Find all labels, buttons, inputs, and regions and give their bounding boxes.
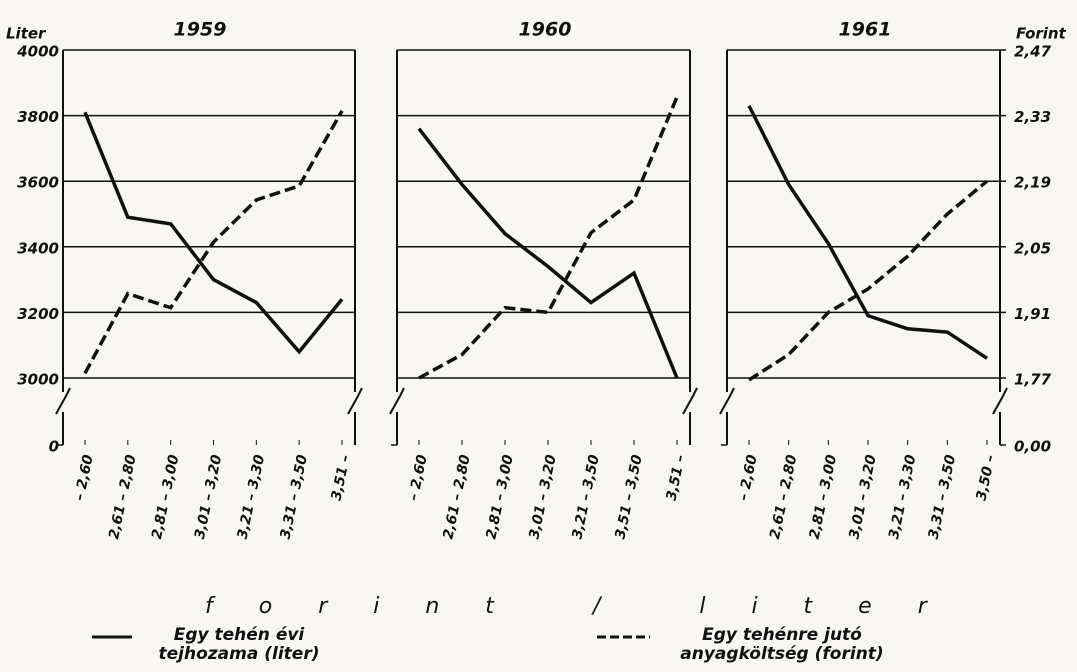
y-tick-label: 3800 bbox=[17, 108, 59, 126]
y2-tick-label: 2,47 bbox=[1014, 43, 1052, 61]
y-tick-label: 4000 bbox=[16, 43, 59, 61]
x-tick-label: 3,31 – 3,50 bbox=[926, 453, 960, 541]
x-tick-label: 3,21 – 3,30 bbox=[235, 453, 269, 541]
series-line bbox=[83, 110, 344, 375]
y2-tick-label: 2,19 bbox=[1014, 174, 1051, 192]
x-tick-label: 2,81 – 3,00 bbox=[807, 453, 841, 541]
legend-entry: Egy tehén évi tejhozama (liter) bbox=[158, 625, 320, 664]
y-tick-label: 3600 bbox=[17, 174, 59, 192]
x-tick-label: 3,21 – 3,30 bbox=[886, 453, 920, 541]
panel-title: 1959 bbox=[174, 19, 227, 41]
x-tick-label: 2,81 – 3,00 bbox=[483, 453, 517, 541]
x-tick-label: 3,01 – 3,20 bbox=[846, 453, 880, 541]
x-tick-label: 2,81 – 3,00 bbox=[149, 453, 183, 541]
series-line bbox=[83, 111, 344, 355]
y2-tick-label: 0,00 bbox=[1014, 438, 1051, 456]
axis-break bbox=[347, 387, 363, 415]
x-tick-label: 3,01 – 3,20 bbox=[526, 453, 560, 541]
y-axis-label: Liter bbox=[6, 25, 47, 43]
x-tick-label: – 2,60 bbox=[72, 453, 97, 502]
panel-title: 1961 bbox=[839, 19, 892, 41]
series-line bbox=[747, 104, 988, 360]
axis-break bbox=[992, 387, 1008, 415]
x-tick-label: – 2,60 bbox=[406, 453, 431, 502]
axis-break bbox=[389, 387, 405, 415]
y2-tick-label: 1,77 bbox=[1014, 371, 1052, 389]
x-tick-label: – 2,60 bbox=[736, 453, 761, 502]
y-tick-label: 3000 bbox=[17, 371, 59, 389]
x-tick-label: 2,61 – 2,80 bbox=[767, 453, 801, 541]
x-tick-label: 3,51 – bbox=[329, 453, 354, 502]
y2-tick-label: 2,05 bbox=[1014, 239, 1051, 257]
x-tick-label: 3,50 – bbox=[974, 453, 999, 502]
panel-title: 1960 bbox=[519, 19, 572, 41]
y2-tick-label: 2,33 bbox=[1014, 108, 1051, 126]
axis-break bbox=[719, 387, 735, 415]
y2-axis-label: Forint bbox=[1016, 25, 1067, 43]
x-tick-label: 3,31 – 3,50 bbox=[277, 453, 311, 541]
y-tick-label: 3200 bbox=[17, 305, 59, 323]
series-line bbox=[417, 127, 679, 379]
series-line bbox=[748, 179, 989, 382]
axis-break bbox=[55, 387, 71, 415]
axis-break bbox=[682, 387, 698, 415]
x-tick-label: 2,61 – 2,80 bbox=[440, 453, 474, 541]
y-tick-label: 3400 bbox=[17, 239, 59, 257]
y2-tick-label: 1,91 bbox=[1014, 305, 1051, 323]
legend-entry: Egy tehénre jutó anyagköltség (forint) bbox=[680, 625, 884, 664]
series-line bbox=[418, 96, 679, 380]
x-tick-label: 3,21 – 3,50 bbox=[569, 453, 603, 541]
x-tick-label: 3,51 – 3,50 bbox=[612, 453, 646, 541]
x-tick-label: 2,61 – 2,80 bbox=[106, 453, 140, 541]
x-tick-label: 3,01 – 3,20 bbox=[192, 453, 226, 541]
y-tick-label: 0 bbox=[49, 438, 59, 456]
x-axis-label: forint / liter bbox=[205, 594, 973, 619]
x-tick-label: 3,51 – bbox=[664, 453, 689, 502]
